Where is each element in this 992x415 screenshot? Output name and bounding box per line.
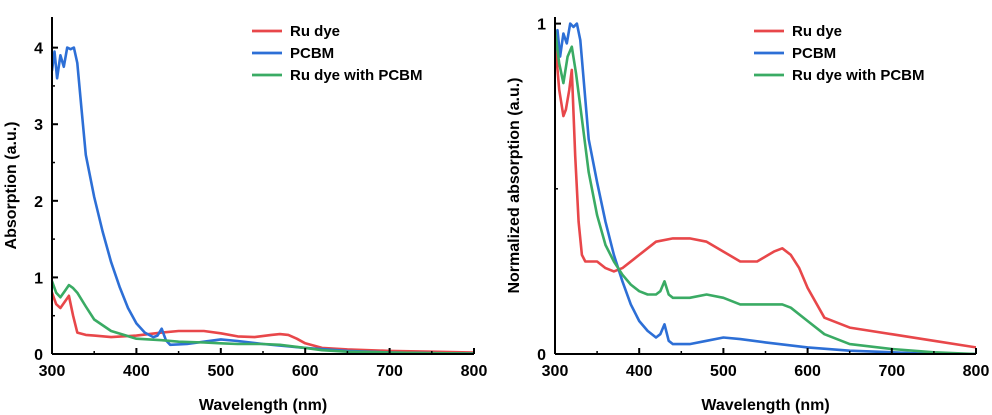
legend-label: Ru dye	[290, 23, 340, 40]
y-axis-title: Absorption (a.u.)	[3, 122, 20, 250]
legend-label: PCBM	[792, 45, 836, 62]
legend-label: Ru dye with PCBM	[290, 67, 423, 84]
series-line-3	[52, 279, 474, 354]
x-tick-label: 300	[542, 363, 569, 380]
legend: Ru dye PCBM Ru dye with PCBM	[754, 23, 925, 84]
absorption-chart: 300 400 500 600 700 800 0 1 2 3 4 Wavelength (nm) Ab…	[3, 17, 488, 414]
legend: Ru dye PCBM Ru dye with PCBM	[252, 23, 423, 84]
series-line-1	[52, 291, 474, 354]
y-tick-label: 0	[34, 347, 43, 364]
x-tick-label: 700	[878, 363, 905, 380]
y-tick-label: 1	[537, 17, 546, 34]
series-line-2	[555, 22, 976, 354]
y-tick-label: 1	[34, 270, 43, 287]
x-tick-label: 600	[794, 363, 821, 380]
x-tick-label: 800	[963, 363, 990, 380]
y-tick-label: 0	[537, 347, 546, 364]
x-tick-label: 500	[207, 363, 234, 380]
y-tick-label: 4	[34, 41, 43, 58]
x-tick-label: 800	[461, 363, 488, 380]
legend-label: Ru dye	[792, 23, 842, 40]
legend-label: PCBM	[290, 45, 334, 62]
y-tick-label: 2	[34, 194, 43, 211]
series-line-3	[555, 28, 976, 354]
series-line-1	[555, 38, 976, 349]
legend-label: Ru dye with PCBM	[792, 67, 925, 84]
y-tick-label: 3	[34, 117, 43, 134]
x-tick-label: 600	[292, 363, 319, 380]
x-tick-label: 400	[626, 363, 653, 380]
x-tick-label: 300	[39, 363, 66, 380]
x-tick-label: 400	[123, 363, 150, 380]
y-axis-title: Normalized absorption (a.u.)	[506, 77, 523, 293]
x-axis-title: Wavelength (nm)	[701, 397, 829, 414]
x-tick-label: 500	[710, 363, 737, 380]
x-axis-title: Wavelength (nm)	[199, 397, 327, 414]
x-tick-label: 700	[376, 363, 403, 380]
